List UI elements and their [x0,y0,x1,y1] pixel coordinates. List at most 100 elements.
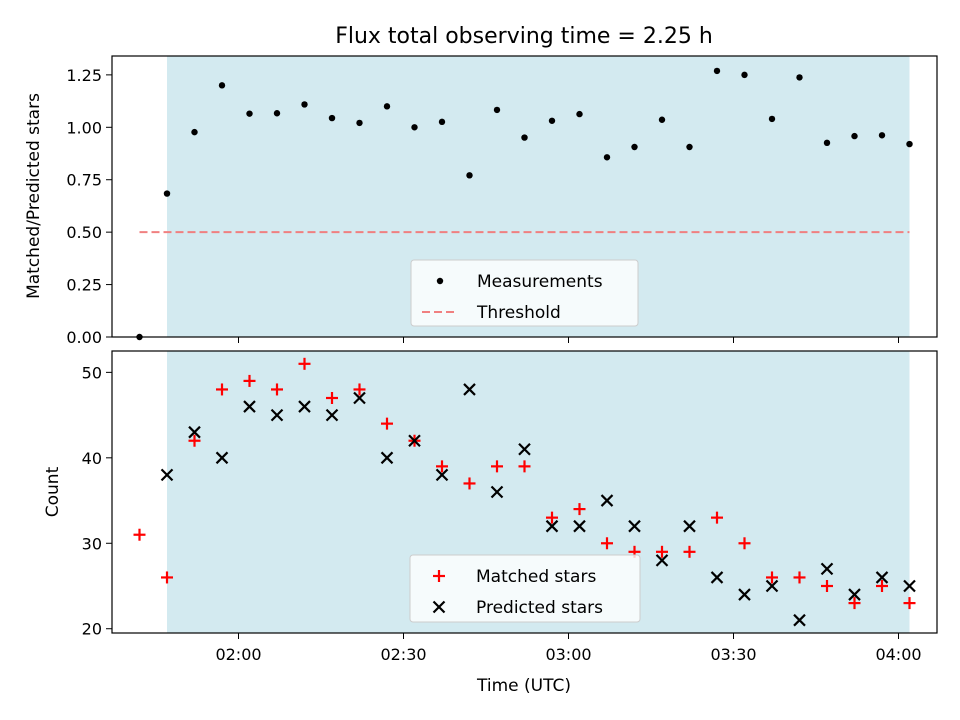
bottom-series0-point [793,571,806,584]
bottom-series0-point [821,580,833,592]
bottom-axes-frame [111,350,938,634]
bottom-series0-point [326,392,338,404]
x-stroke-b [325,408,339,422]
bottom-series0-point [903,597,916,610]
top-series0-point [686,143,693,151]
top-series0-point [878,132,886,139]
bottom-series0-point [161,571,173,584]
top-series0-point [851,132,858,140]
top-series0-point [548,117,556,124]
bottom-series1-point [490,485,504,499]
bottom-series0-point [216,383,228,396]
bottom-series1-point [435,468,449,482]
bottom-series0-point [738,537,751,550]
legend-marker [436,277,444,285]
top-series0-point [631,143,638,151]
bottom-series1-point [298,400,311,413]
bottom-series1-point [545,519,559,533]
top-series0-point [741,71,748,79]
top-series0-point [356,119,363,127]
top-series0-point [328,114,336,122]
bottom-series0-point [436,460,448,473]
top-series0-point [576,110,583,118]
top-legend: Measurements Threshold [410,259,639,327]
top-series0-point [768,115,776,123]
top-series0-point [273,110,281,117]
x-tick-label: 04:00 [875,645,921,664]
x-stroke-b [298,400,311,413]
bottom-series0-point [766,571,778,584]
bottom-series0-point [683,545,696,558]
top-axes-frame [111,55,938,338]
top-y-tick-label: 1.00 [66,118,102,137]
bottom-series1-point [600,494,614,507]
chart-title: Flux total observing time = 2.25 h [335,24,713,49]
x-stroke-b [545,519,559,533]
x-tick-label: 03:30 [710,645,756,664]
top-series0-point [411,124,418,131]
bottom-series1-point [820,562,834,576]
top-series0-point [906,140,913,148]
bottom-series0-point [546,511,558,524]
x-stroke-b [518,442,531,456]
x-stroke-b [432,600,446,614]
x-stroke-b [353,391,366,405]
top-plot: 0.00 0.25 0.50 0.75 1.00 1.25 Measurements Thre… [66,55,938,347]
bottom-series1-point [793,613,806,627]
top-series0-point [493,106,501,114]
top-y-tick-label: 0.00 [66,328,102,347]
legend-box [410,259,639,327]
bottom-series0-point [711,511,723,524]
x-stroke-b [160,468,174,482]
x-stroke-b [848,588,861,601]
bottom-series0-point [463,477,476,490]
x-stroke-b [380,451,394,465]
top-series0-point [246,110,253,117]
bottom-y-tick-label: 20 [82,620,102,639]
x-tick-label: 02:30 [380,645,426,664]
legend-marker [433,570,445,582]
top-series0-point [438,118,446,126]
x-stroke-b [600,494,614,507]
legend-label: Matched stars [476,567,596,587]
top-series0-point [218,82,226,89]
x-stroke-b [793,613,806,627]
x-stroke-b [683,519,696,533]
top-series0-point [466,172,473,179]
x-tick-label: 02:00 [215,645,261,664]
bottom-series0-point [381,417,393,430]
bottom-series1-point [903,579,916,593]
x-stroke-b [463,383,476,396]
x-tick-label: 03:00 [545,645,591,664]
x-stroke-b [820,562,834,576]
x-stroke-b [765,579,779,593]
x-stroke-b [270,408,284,422]
top-y-tick-label: 0.50 [66,223,102,242]
legend-label: Threshold [476,303,561,323]
bottom-series1-point [160,468,174,482]
x-stroke-b [490,485,504,499]
bottom-series1-point [710,571,724,584]
bottom-series0-point [876,580,888,592]
bottom-series1-point [628,519,641,533]
top-y-axis-label: Matched/Predicted stars [24,93,44,299]
bottom-series0-point [133,528,146,541]
x-stroke-b [875,571,889,584]
x-stroke-b [628,519,641,533]
bottom-series1-point [848,588,861,601]
bottom-series1-point [270,408,284,422]
legend-marker [432,600,446,614]
legend-label: Measurements [477,272,603,292]
bottom-y-tick-label: 30 [82,534,102,553]
bottom-series1-point [573,519,586,533]
bottom-series0-point [573,503,586,516]
bottom-series1-point [380,451,394,465]
bottom-series1-point [243,400,256,413]
x-stroke-b [243,400,256,413]
x-stroke-b [903,579,916,593]
top-series0-point [713,67,721,75]
bottom-y-tick-label: 40 [82,449,102,468]
bottom-series1-point [518,442,531,456]
x-stroke-b [738,588,751,601]
